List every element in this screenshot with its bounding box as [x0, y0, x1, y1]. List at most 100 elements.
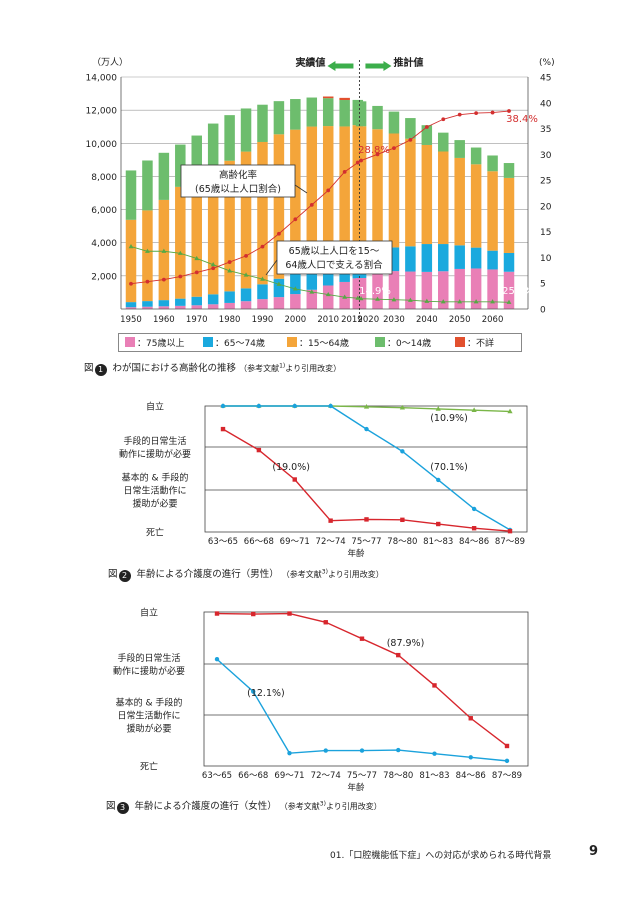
chart1-bar-65-74: [191, 296, 202, 306]
care-chart-x-tick-label: 78～80: [387, 537, 417, 547]
care-chart-level-label: 日常生活動作に: [123, 485, 186, 497]
chart1-aging-point: [392, 146, 396, 151]
chart1-bar-0-14: [487, 155, 498, 172]
chart1-aging-point: [342, 169, 347, 174]
chart1-support-point: [145, 248, 150, 253]
chart1-bar-15-64: [421, 144, 433, 245]
legend-swatch-unknown: [455, 337, 465, 347]
chart1-aging-point: [359, 158, 363, 163]
chart1-bar-75plus: [273, 297, 285, 309]
chart1-y-tick-label: 2,000: [91, 272, 117, 282]
chart1-support-point: [309, 289, 315, 294]
chart1-bar-15-64: [273, 134, 285, 279]
chart1-bar-15-64: [438, 151, 449, 245]
chart1-bar-75plus: [388, 271, 400, 309]
chart1-support-point: [391, 297, 397, 302]
chart1-bar-75plus: [306, 289, 318, 309]
figure1-ref-sup: 1): [279, 362, 286, 370]
care-chart-level-label: 自立: [140, 607, 158, 619]
chart1-bar-65-74: [487, 250, 498, 270]
chart1-support-point: [161, 248, 167, 253]
care-point-green: [435, 406, 441, 411]
chart1-bar-0-14: [142, 160, 153, 211]
chart1-bar-0-14: [158, 152, 170, 200]
chart1-bar-65-74: [158, 300, 170, 307]
chart1-bar-65-74: [470, 247, 482, 269]
figure1-ref-tail: より引用改変）: [285, 364, 342, 373]
chart1-bar-75plus: [421, 271, 433, 309]
care-point-red: [468, 716, 473, 721]
care-point-blue: [364, 426, 369, 432]
chart1-bar-15-64: [207, 168, 219, 295]
chart1-aging-callout-line2: (65歳以上人口割合): [195, 183, 281, 195]
chart1-bar-15-64: [240, 151, 252, 289]
chart1-bar-75plus: [322, 285, 334, 309]
chart1-x-tick-label: 2030: [383, 315, 405, 325]
chart1-bar-0-14: [421, 125, 433, 145]
chart1-bar-15-64: [224, 160, 235, 292]
chart1-bar-65-74: [224, 291, 235, 303]
chart1-support-point: [292, 286, 298, 291]
chart1-aging-point: [129, 281, 133, 286]
care-point-blue: [359, 748, 365, 753]
figure2-ref-tail: より引用改変）: [327, 570, 384, 579]
chart1-x-tick-label: 1990: [252, 315, 274, 325]
care-chart-percent-label: (10.9%): [430, 413, 468, 424]
care-chart-level-label: 動作に援助が必要: [119, 448, 191, 460]
care-point-red: [323, 620, 328, 625]
chart1-bar-75plus: [372, 272, 383, 309]
chart3-series: [214, 611, 510, 764]
care-chart-x-tick-label: 63～65: [208, 537, 238, 547]
legend-item-75plus: ：75歳以上: [125, 336, 184, 349]
chart1-bar-15-64: [142, 210, 153, 302]
chart1-aging-point: [507, 109, 511, 113]
chart1-bar-75plus: [290, 294, 301, 309]
care-point-red: [287, 611, 292, 616]
care-point-blue: [214, 657, 220, 662]
care-chart-x-tick-label: 78～80: [383, 771, 413, 781]
chart1-x-tick-label: 1980: [219, 315, 241, 325]
chart1-bar-0-14: [372, 105, 383, 130]
care-point-blue: [323, 748, 328, 753]
chart1-bar-unknown: [322, 96, 334, 99]
page-footer-title: 01.「口腔機能低下症」への対応が求められる時代背景: [330, 851, 552, 861]
care-point-blue: [468, 755, 473, 760]
care-chart-x-tick-label: 69～71: [274, 771, 304, 781]
chart1-bar-65-74: [142, 301, 153, 307]
chart1-bar-15-64: [191, 177, 202, 297]
chart1-support-point: [342, 294, 348, 299]
chart1-bar-0-14: [224, 115, 235, 161]
chart1-bar-unknown: [339, 97, 350, 101]
chart1-support-point: [325, 291, 331, 297]
chart1-y-tick-label: 10,000: [86, 140, 118, 150]
chart1-aging-point: [277, 231, 281, 236]
page-number: 9: [589, 844, 599, 859]
chart1-aging-point: [375, 152, 380, 157]
care-chart-plot-frame: [203, 611, 529, 767]
care-chart-percent-label: (87.9%): [387, 638, 425, 649]
chart1-support-point: [276, 281, 282, 286]
chart1-bar-15-64: [470, 164, 482, 248]
care-point-blue: [396, 747, 401, 753]
care-point-blue: [256, 403, 262, 409]
chart1-x-tick-label: 2050: [449, 315, 471, 325]
care-point-green: [471, 407, 477, 412]
chart1-bar-75plus: [503, 271, 515, 309]
chart1-bar-75plus: [207, 304, 219, 309]
care-chart-x-tick-label: 72～74: [311, 771, 341, 781]
chart1-bar-0-14: [273, 101, 285, 135]
care-chart-x-tick-label: 81～83: [423, 537, 453, 547]
chart1-projected-arrow: [365, 61, 392, 71]
chart1-y2-tick-label: 5: [540, 280, 546, 290]
chart1-aging-point: [227, 260, 232, 264]
care-chart-x-axis-label: 年齢: [347, 782, 365, 793]
chart1-bar-65-74: [207, 294, 219, 305]
chart1-bar-65-74: [125, 302, 137, 308]
legend-label-65-74: ：65～74歳: [215, 339, 265, 349]
chart1-bar-15-64: [339, 126, 350, 253]
chart1-bar-65-74: [438, 244, 449, 272]
chart1-aging-point: [260, 244, 265, 249]
